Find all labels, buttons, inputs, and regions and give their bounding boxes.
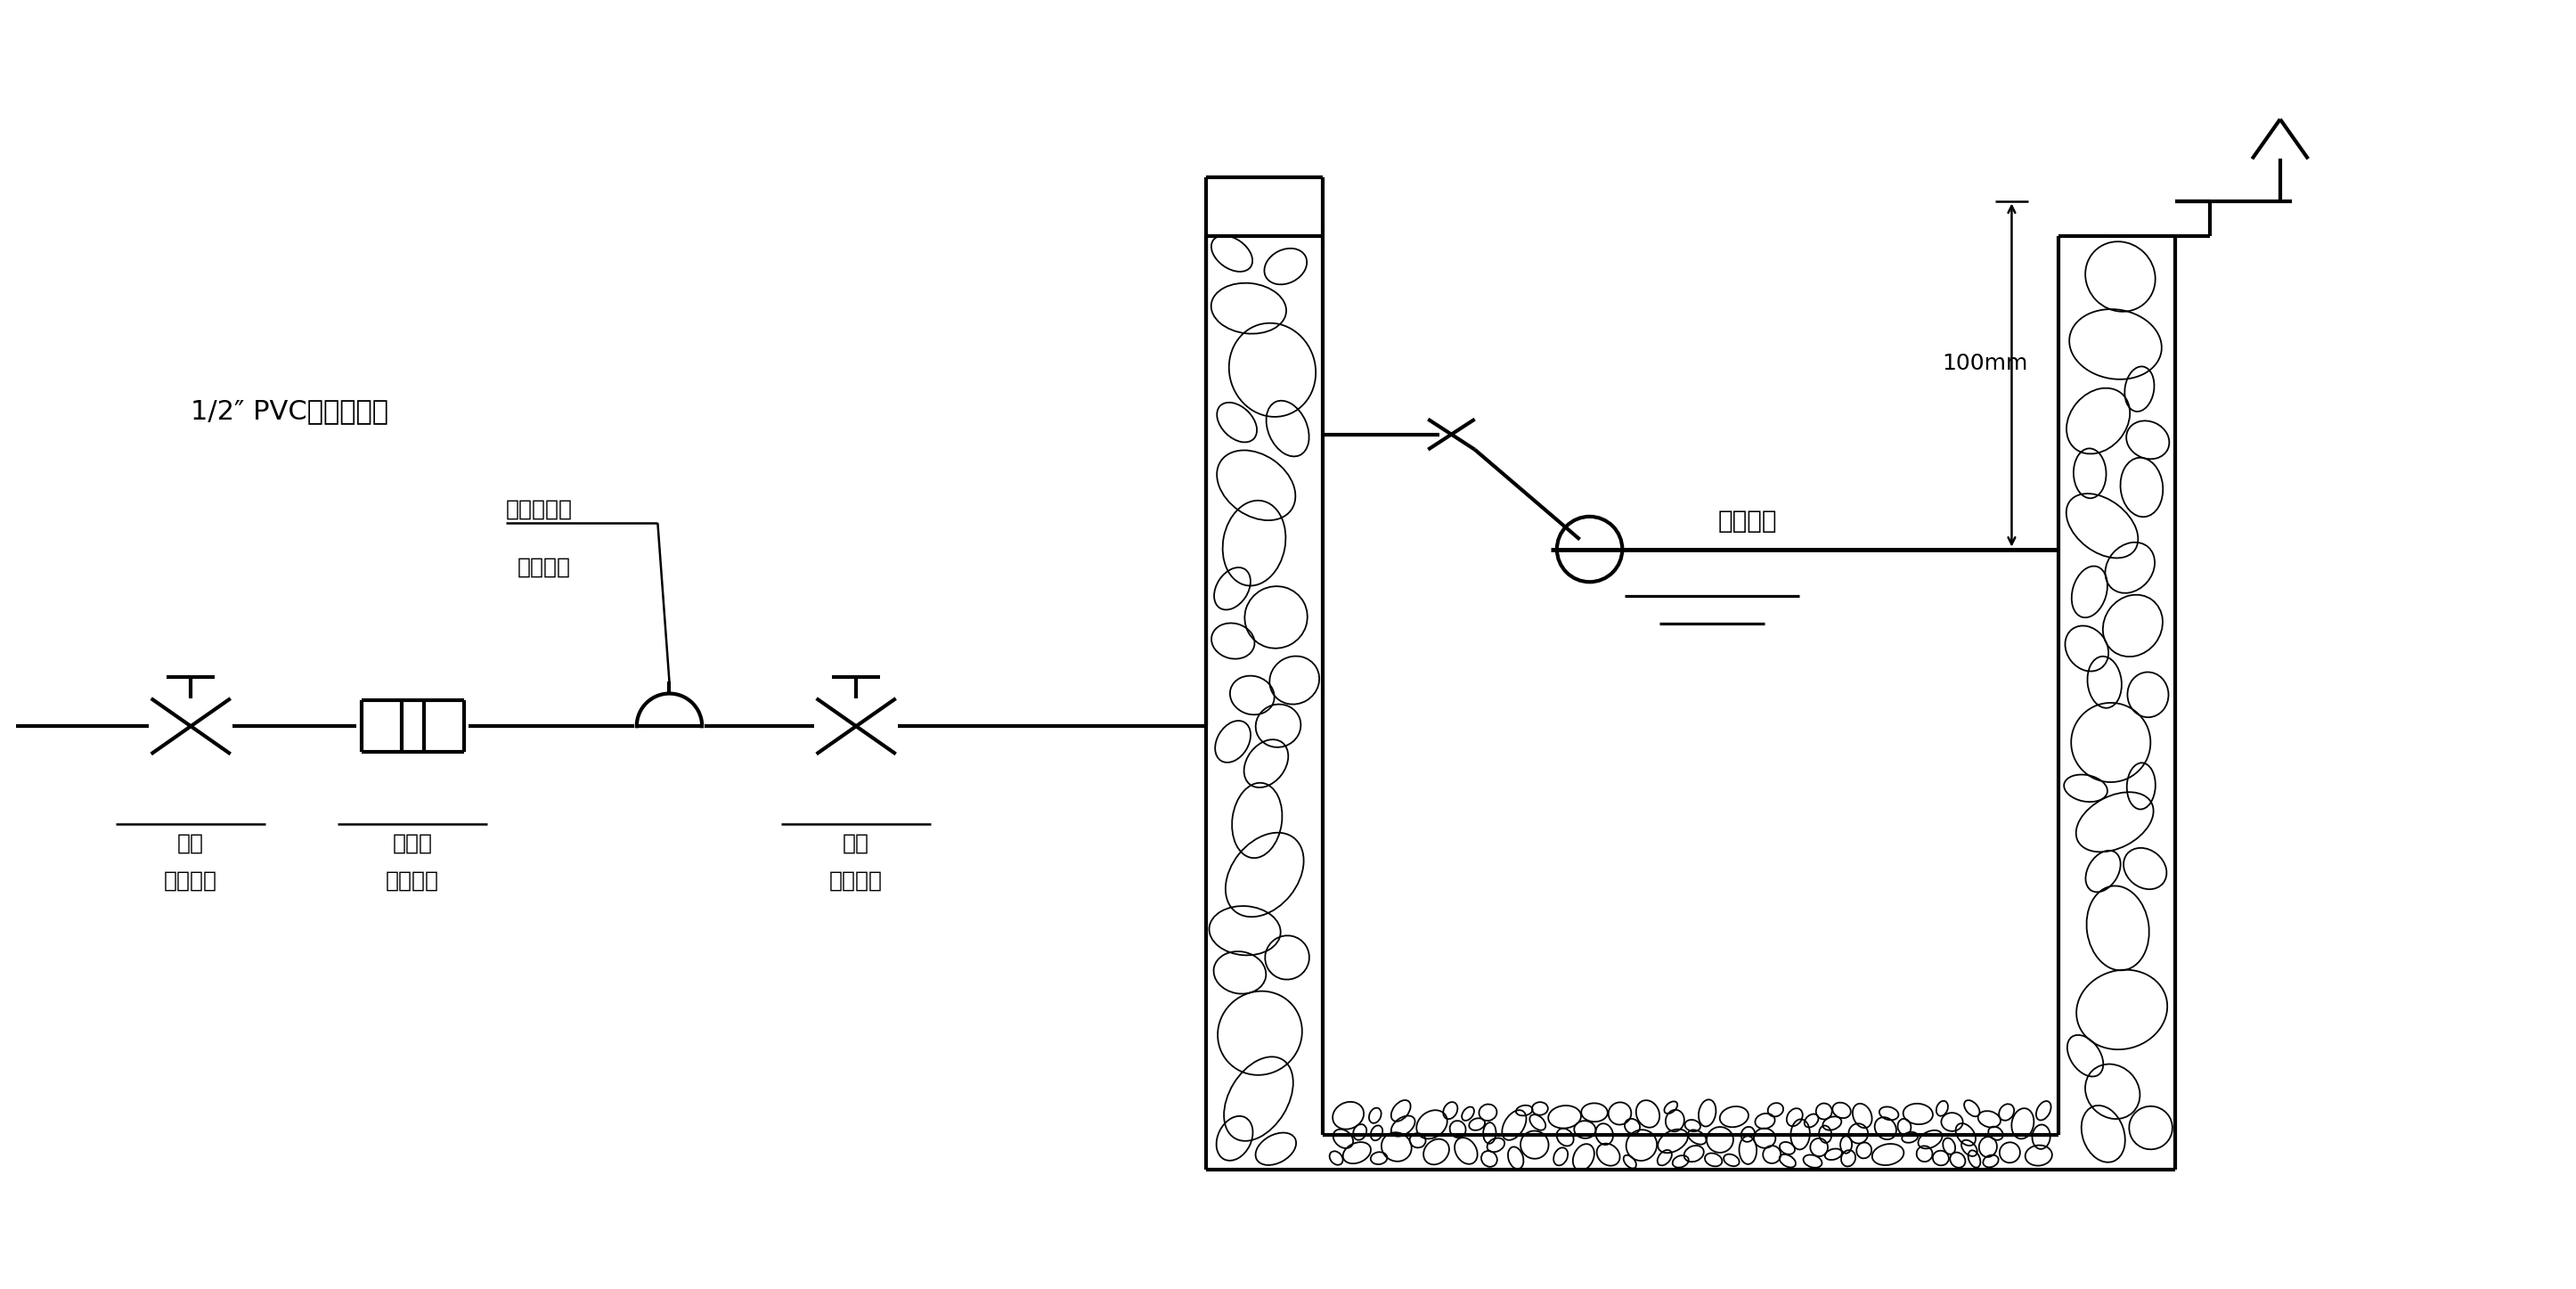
- Text: 用户自备: 用户自备: [165, 870, 216, 891]
- Text: 闸阀: 闸阀: [842, 833, 871, 853]
- Text: 最高水位: 最高水位: [1718, 509, 1777, 534]
- Text: 过滤器: 过滤器: [392, 833, 433, 853]
- Text: （主阀）: （主阀）: [518, 557, 572, 579]
- Text: 100mm: 100mm: [1942, 353, 2027, 374]
- Text: 1/2″ PVC管或镀锌管: 1/2″ PVC管或镀锌管: [191, 398, 389, 424]
- Text: 用户自备: 用户自备: [386, 870, 440, 891]
- Text: 闸阀: 闸阀: [178, 833, 204, 853]
- Text: 遥控浮球阀: 遥控浮球阀: [505, 499, 572, 519]
- Text: 用户自备: 用户自备: [829, 870, 884, 891]
